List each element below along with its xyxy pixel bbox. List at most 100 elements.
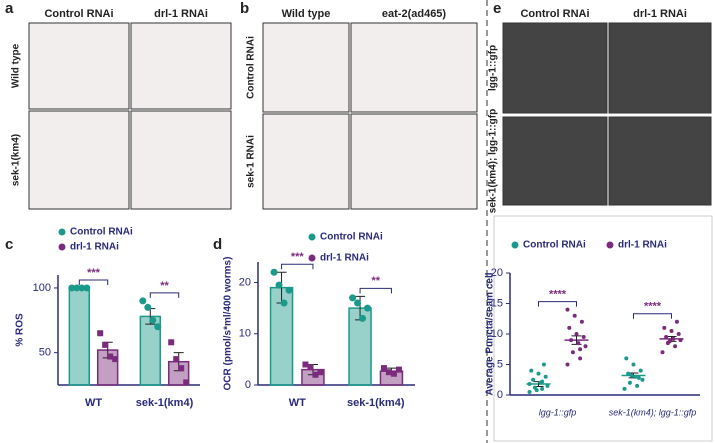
row-label: lgg-1::gfp [488,45,499,91]
x-tick-label: WT [289,397,306,409]
significance-label: **** [549,289,567,301]
data-point [565,307,570,312]
significance-label: *** [291,251,305,263]
data-point [139,297,147,305]
micrograph [350,22,478,113]
significance-label: ** [160,280,169,292]
x-tick-label: sek-1(km4); lgg-1::gfp [609,407,697,417]
micrograph [350,113,478,210]
legend-label: Control RNAi [523,240,586,251]
data-point [541,362,546,367]
data-point [673,344,678,349]
data-point [631,362,636,367]
row-label: Control RNAi [246,36,257,99]
y-tick-label: 20 [491,267,503,279]
data-point [527,382,532,387]
legend-marker [58,243,66,251]
data-point [78,284,86,292]
data-point [667,339,672,344]
data-point [574,332,579,336]
legend-label: Control RNAi [320,232,383,243]
significance-label: *** [87,267,101,279]
data-point [633,374,638,379]
data-point [576,341,581,346]
micrograph [262,22,350,113]
data-point [664,335,669,340]
micrograph [28,110,130,210]
data-point [173,356,180,363]
data-point [622,386,627,391]
data-point [572,313,577,318]
data-point [669,328,674,333]
data-point [624,356,629,361]
micrograph [262,113,350,210]
data-point [570,350,575,355]
significance-bracket [78,279,109,285]
data-point [168,339,175,346]
y-axis-label: Average Puncta/seam cell [485,272,496,395]
data-point [636,375,641,380]
data-point [565,362,570,367]
x-tick-label: WT [85,397,102,409]
bar [68,287,90,386]
data-point [540,379,545,384]
data-point [97,330,104,337]
data-point [275,281,283,289]
significance-bracket [633,313,672,319]
significance-bracket [538,301,577,307]
column-header: drl-1 RNAi [154,8,208,20]
data-point [536,371,541,376]
data-point [671,336,676,341]
data-point [149,316,157,324]
y-axis-label: % ROS [15,313,26,347]
row-label: sek-1 RNAi [246,135,257,188]
micrograph [608,116,712,206]
panel-letter: c [5,236,13,253]
panel-letter: a [5,0,14,17]
data-point [83,284,91,292]
significance-bracket [359,287,392,294]
data-point [280,299,288,307]
data-point [578,356,583,361]
significance-label: **** [644,301,662,313]
data-point [107,353,114,360]
x-tick-label: sek-1(km4) [347,397,405,409]
data-point [183,379,190,386]
panel-border [493,215,713,442]
y-tick-label: 100 [33,282,51,294]
data-point [390,370,397,377]
data-point [73,284,81,292]
data-point [102,341,109,348]
data-point [527,389,532,394]
data-point [567,325,572,330]
legend-marker [606,241,614,249]
significance-label: ** [371,275,380,287]
data-point [676,332,681,336]
micrograph [608,22,712,114]
legend-label: drl-1 RNAi [70,242,119,253]
y-tick-label: 20 [239,276,251,288]
data-point [380,365,387,372]
data-point [531,377,536,382]
micrograph [28,22,130,110]
column-header: Control RNAi [520,8,589,20]
significance-bracket [281,263,314,270]
data-point [144,303,152,311]
panel-letter: e [493,0,501,17]
data-point [302,361,309,368]
panel-letter: d [213,236,222,253]
y-tick-label: 15 [491,297,503,309]
data-point [154,323,162,331]
data-point [68,284,76,292]
column-header: Wild type [282,8,331,20]
micrograph [130,110,232,210]
data-point [635,383,640,388]
column-header: drl-1 RNAi [633,8,687,20]
data-point [354,299,362,307]
column-header: eat-2(ad465) [382,8,447,20]
significance-bracket [149,292,180,298]
data-point [349,294,357,302]
legend-marker [58,228,66,236]
column-header: Control RNAi [44,8,113,20]
